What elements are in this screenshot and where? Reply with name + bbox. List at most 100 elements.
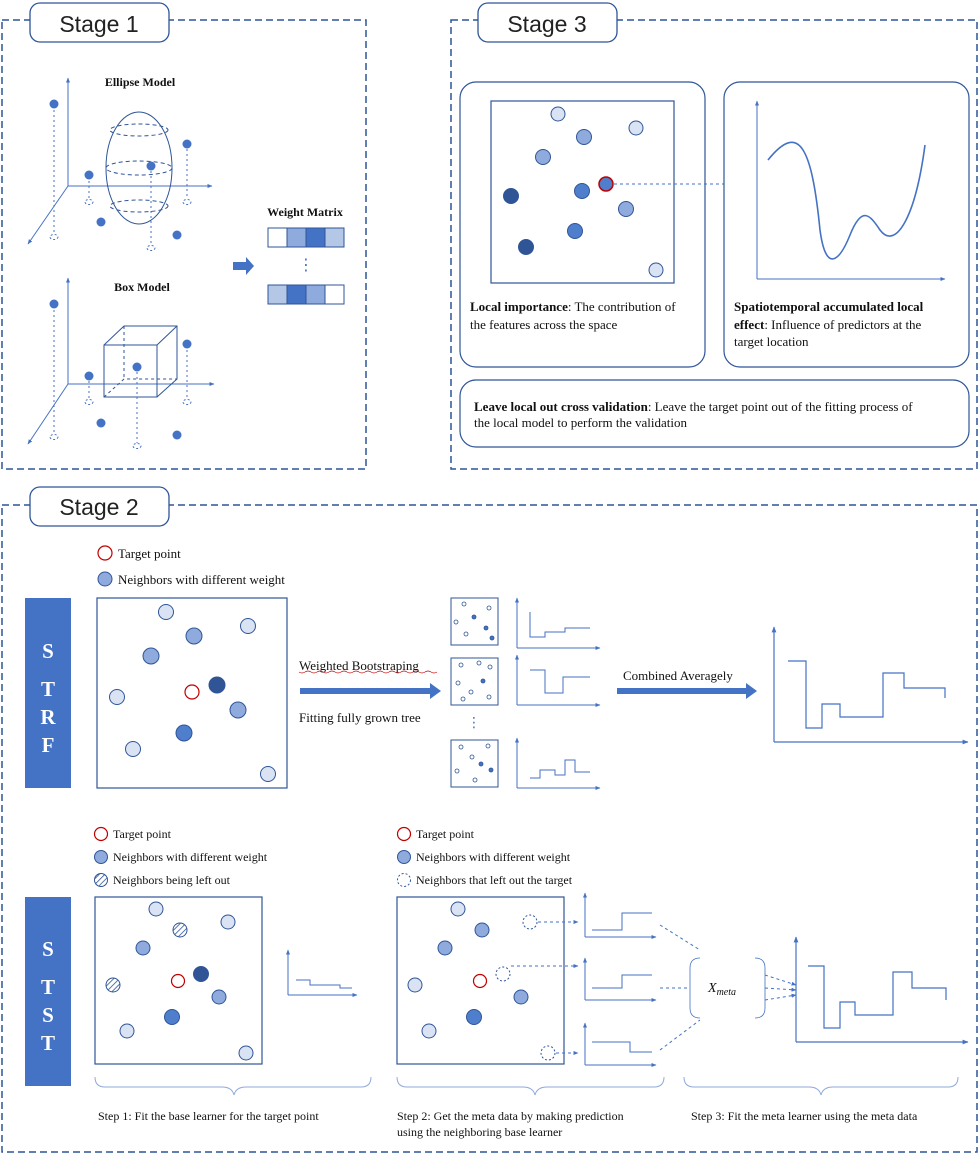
cube-shape [103,325,178,398]
cube-hidden-edge [103,378,177,398]
fitting-tree-label: Fitting fully grown tree [299,710,421,725]
data-point [84,170,94,180]
strf-letter-r: R [40,705,56,729]
ale-curve [767,141,926,260]
shadow-point [49,434,59,440]
stst-legend1-target: Target point [113,827,172,841]
data-point [49,99,59,109]
xmeta-bracket-left [689,957,701,1019]
stst-letter-t: T [41,975,55,999]
legend-neighbor-icon [97,571,113,587]
strf-section: S T R F Target point Neighbors with diff… [25,545,969,790]
sample-point [454,768,460,774]
neighbor-point [240,618,256,634]
neighbor-point [211,989,227,1005]
stst-letter-s: S [42,937,54,961]
stst-legend2-neighbors: Neighbors with different weight [416,850,571,864]
neighbor-point [238,1045,254,1061]
stst-label-bar [25,897,71,1086]
local-importance-text-2: the features across the space [470,317,617,332]
legend-left-out-icon [94,873,108,887]
strf-tree-plots [515,597,601,790]
local-importance-points [503,106,664,278]
stst-meta-points [407,901,556,1061]
xmeta-out [764,987,797,992]
loocv-card [459,379,970,448]
data-point [49,299,59,309]
neighbor-point [229,701,247,719]
data-point [172,230,182,240]
sample-point [485,743,491,749]
step2-label-2: using the neighboring base learner [397,1125,562,1139]
ellipse-points [49,99,192,240]
data-point [146,161,156,171]
xmeta-links [659,924,797,1051]
neighbor-point [164,1009,180,1025]
neighbor-point [407,977,423,993]
xmeta-out [764,974,797,986]
sample-point [461,601,467,607]
xmeta-node: Xmeta [689,957,766,1019]
data-point [96,418,106,428]
ellipse-model-label: Ellipse Model [105,75,176,89]
meta-arrows [511,920,579,1055]
step-braces [94,1076,959,1096]
weight-matrix-label: Weight Matrix [267,205,343,219]
step1-label: Step 1: Fit the base learner for the tar… [98,1109,319,1123]
stage2-title: Stage 2 [59,494,138,520]
xmeta-link [659,924,701,951]
spelling-underline [298,670,438,674]
shadow-point [84,399,94,405]
meta-step [592,974,652,989]
strf-letter-t: T [41,677,55,701]
stst-legend2-left-out-target: Neighbors that left out the target [416,873,573,887]
sample-point [488,767,494,773]
data-point [172,430,182,440]
sample-point [471,614,477,620]
sample-point [453,619,459,625]
data-point [182,139,192,149]
stst-legend1-neighbors: Neighbors with different weight [113,850,268,864]
matrix-cell [305,227,326,248]
xmeta-label: Xmeta [707,981,736,998]
step3-brace [683,1076,959,1096]
target-point [184,684,200,700]
combined-label: Combined Averagely [623,668,733,683]
left-out-target-point [522,914,538,930]
sample-point [478,761,484,767]
sample-point [486,605,492,611]
neighbor-point [503,188,519,204]
neighbor-point [648,262,664,278]
matrix-cell [286,284,307,305]
matrix-cell [324,284,345,305]
axis-y [27,185,69,245]
step1-brace [94,1076,372,1096]
neighbor-point [142,647,160,665]
tree-step [529,612,590,638]
shadow-point [182,199,192,205]
ellipse-shape [105,111,173,225]
neighbor-point [185,627,203,645]
local-importance-text-1: Local importance: The contribution of [470,299,676,314]
neighbor-point [148,901,164,917]
neighbor-point [135,940,151,956]
ellipse-slice [109,199,169,213]
sample-point [480,678,486,684]
sample-points [454,743,494,783]
neighbor-point [158,604,174,620]
stage3-title-box [477,2,618,43]
cube-front [103,344,158,398]
sample-point [468,689,474,695]
strf-points [109,604,276,782]
strf-letters: S T R F [40,639,56,757]
left-out-point [105,977,121,993]
sample-point [469,754,475,760]
sample-point [458,662,464,668]
strf-arrow-1 [300,683,441,699]
strf-letter-s: S [42,639,54,663]
accumulated-effect-text-2: effect: Influence of predictors at the [734,317,922,332]
neighbor-point [574,183,590,199]
strf-ellipsis: ⋮ [467,715,481,731]
axis-y [27,383,69,445]
